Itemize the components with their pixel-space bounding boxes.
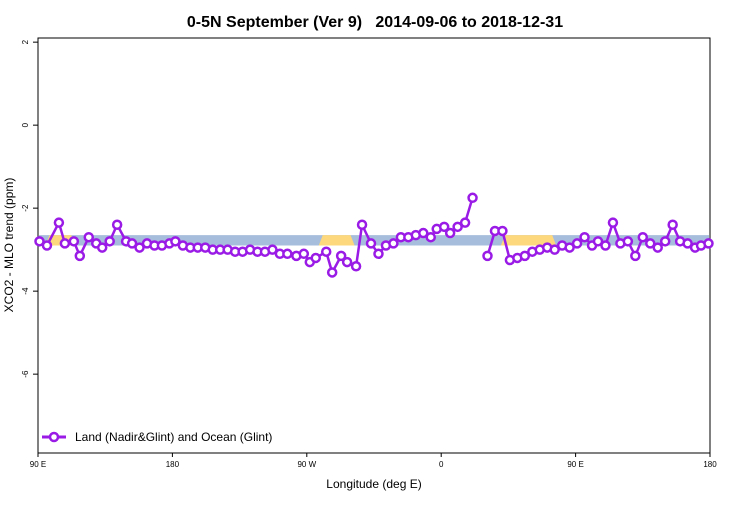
data-point [622,236,634,247]
legend-label: Land (Nadir&Glint) and Ocean (Glint) [75,430,272,444]
data-point [104,236,115,247]
data-point [267,244,278,255]
x-tick-label: 90 E [567,460,583,469]
data-point [682,238,693,249]
land-band-segment [318,235,355,246]
legend-marker-swatch [48,431,60,443]
data-point [282,248,293,260]
legend: Land (Nadir&Glint) and Ocean (Glint) [42,430,272,444]
data-point [645,238,656,249]
data-point [659,236,671,247]
data-point [356,219,368,230]
data-point [497,225,508,237]
y-tick-label: 0 [21,122,30,127]
data-point [482,250,493,262]
x-tick-label: 180 [166,460,180,469]
data-point [564,242,575,253]
data-point [637,231,649,243]
data-point [41,240,53,251]
data-point [83,231,95,243]
data-point [452,221,463,233]
data-point [126,238,138,249]
y-tick-label: -4 [21,287,30,295]
data-point [350,261,362,272]
y-tick-label: -2 [21,204,30,212]
data-point [335,250,347,262]
data-point [170,236,181,247]
data-point [579,231,590,243]
data-point [438,221,450,233]
data-point [96,242,108,253]
y-tick-label: 2 [21,39,30,44]
land-band-segment [500,235,557,246]
data-point [320,246,332,257]
data-point [134,242,145,253]
x-tick-label: 90 E [30,460,46,469]
data-point [703,238,714,249]
data-point [652,242,663,253]
data-point [459,217,471,228]
data-point [592,236,604,247]
data-point [341,256,353,268]
data-point [571,238,583,249]
data-point [519,250,531,262]
data-point [444,227,456,239]
data-point [607,217,619,228]
data-point [68,236,80,247]
y-axis: 2 0 -2 -4 -6 [21,39,38,378]
data-point [549,244,560,255]
data-point [667,219,678,230]
x-axis: 90 E 180 90 W 0 90 E 180 [30,453,717,469]
y-tick-label: -6 [21,370,30,378]
data-point [111,219,123,230]
x-tick-label: 180 [703,460,717,469]
y-axis-label: XCO2 - MLO trend (ppm) [2,178,16,313]
data-series [34,192,714,278]
data-point [34,236,45,247]
data-point [326,267,338,278]
chart-title: 0-5N September (Ver 9) 2014-09-06 to 201… [187,14,563,31]
data-point [418,227,429,239]
data-point [388,238,399,249]
x-tick-label: 90 W [297,460,316,469]
x-tick-label: 0 [439,460,444,469]
data-point [467,192,478,204]
data-point [74,250,86,262]
data-point [425,231,436,243]
data-point [310,252,322,264]
data-point [600,240,611,251]
x-axis-label: Longitude (deg E) [326,477,421,491]
data-point [53,217,65,228]
data-point [298,248,310,260]
data-point [365,238,377,249]
data-point [373,248,384,260]
data-point [630,250,641,262]
data-point [59,238,71,249]
